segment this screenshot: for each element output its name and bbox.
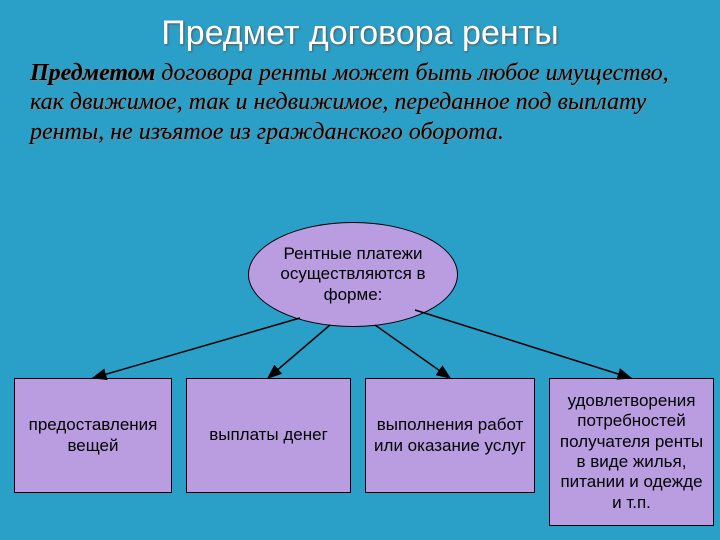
slide-title: Предмет договора ренты (0, 0, 720, 59)
slide-paragraph: Предметом договора ренты может быть любо… (0, 59, 720, 147)
center-ellipse: Рентные платежи осуществляются в форме: (248, 222, 458, 327)
child-box-0-label: предоставления вещей (21, 415, 165, 456)
child-box-1: выплаты денег (186, 378, 351, 493)
center-ellipse-label: Рентные платежи осуществляются в форме: (265, 244, 441, 305)
child-box-2-label: выполнения работ или оказание услуг (372, 415, 528, 456)
child-box-3: удовлетворения потребностей получателя р… (549, 378, 714, 526)
child-box-2: выполнения работ или оказание услуг (365, 378, 535, 493)
child-box-3-label: удовлетворения потребностей получателя р… (556, 391, 707, 513)
paragraph-lead: Предметом (30, 60, 155, 86)
child-box-0: предоставления вещей (14, 378, 172, 493)
child-box-1-label: выплаты денег (209, 425, 328, 445)
